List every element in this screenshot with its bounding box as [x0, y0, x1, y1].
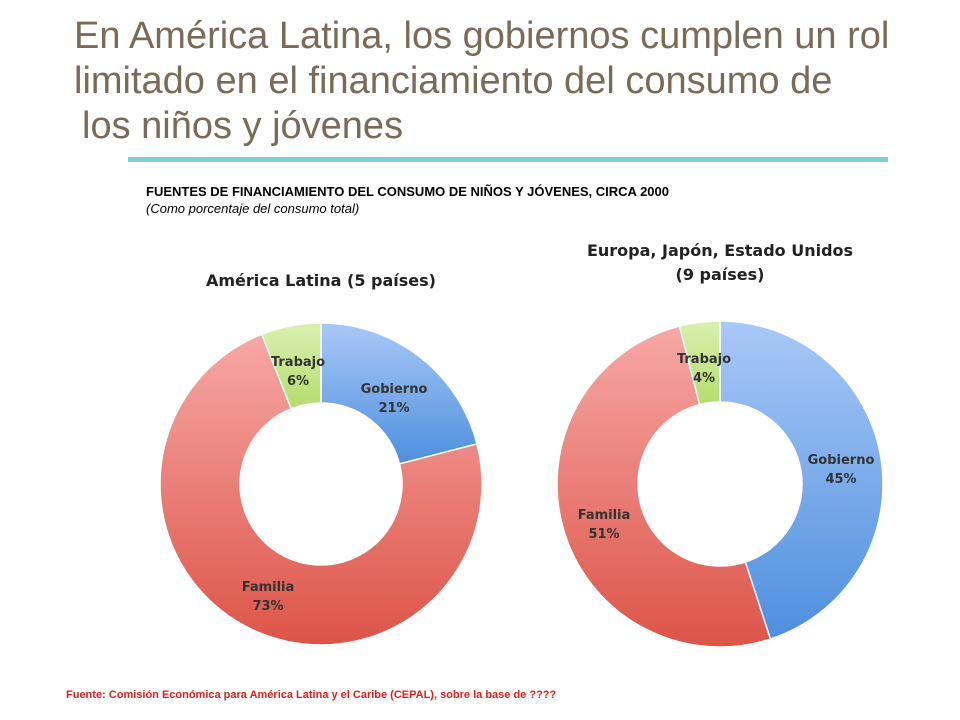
donut-slice-familia	[556, 325, 772, 648]
source-footnote: Fuente: Comisión Económica para América …	[66, 689, 557, 701]
donut-slice-familia	[159, 333, 483, 646]
donut-slice-gobierno	[320, 322, 478, 465]
slide-title: En América Latina, los gobiernos cumplen…	[74, 14, 934, 149]
slice-label-trabajo: Trabajo	[677, 352, 731, 367]
slice-label-familia: Familia	[242, 580, 295, 595]
slice-label-familia: Familia	[578, 508, 631, 523]
slice-label-gobierno: Gobierno	[808, 453, 875, 468]
slice-value-trabajo: 4%	[693, 371, 715, 386]
donut-slice-trabajo	[678, 320, 721, 406]
donut-slice-gobierno	[719, 320, 884, 640]
slice-value-familia: 73%	[252, 599, 283, 614]
title-divider	[128, 157, 888, 162]
chart-title-1-line-1: América Latina (5 países)	[206, 271, 436, 290]
chart-title-2-line-2: (9 países)	[676, 265, 765, 284]
slide-title-line-3: los niños y jóvenes	[82, 105, 404, 147]
slice-value-familia: 51%	[588, 527, 619, 542]
figure-subheading: (Como porcentaje del consumo total)	[146, 201, 360, 216]
slice-value-trabajo: 6%	[287, 374, 309, 389]
slice-label-trabajo: Trabajo	[271, 355, 325, 370]
slide-title-line-2: limitado en el financiamiento del consum…	[74, 60, 833, 102]
slice-label-gobierno: Gobierno	[361, 382, 428, 397]
chart-title-2-line-1: Europa, Japón, Estado Unidos	[587, 241, 853, 260]
figure-heading: FUENTES DE FINANCIAMIENTO DEL CONSUMO DE…	[146, 184, 669, 199]
slice-value-gobierno: 45%	[825, 472, 856, 487]
slide-title-line-1: En América Latina, los gobiernos cumplen…	[74, 15, 890, 57]
donut-slice-trabajo	[260, 322, 322, 410]
slice-value-gobierno: 21%	[378, 401, 409, 416]
